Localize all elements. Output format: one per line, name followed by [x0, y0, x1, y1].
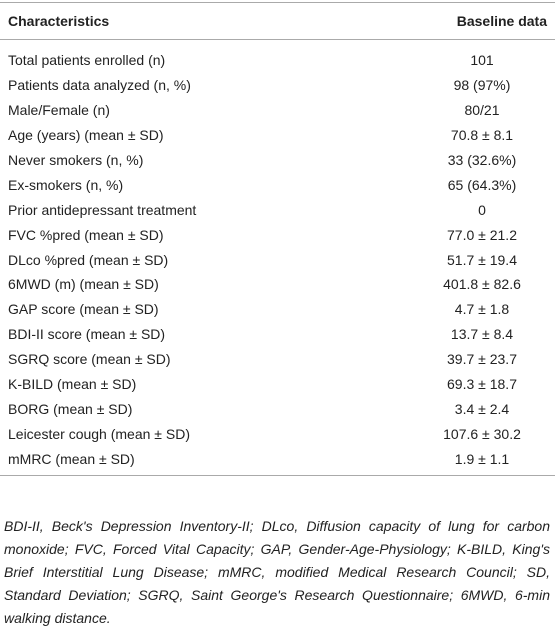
header-cell: Characteristics	[0, 2, 347, 40]
table-row: FVC %pred (mean ± SD) 77.0 ± 21.2	[0, 222, 555, 247]
header-row: Characteristics Baseline data	[0, 2, 555, 40]
table-row: BDI-II score (mean ± SD) 13.7 ± 8.4	[0, 322, 555, 347]
table-row: BORG (mean ± SD) 3.4 ± 2.4	[0, 396, 555, 421]
row-value: 39.7 ± 23.7	[447, 351, 517, 368]
row-value: 33 (32.6%)	[447, 152, 517, 168]
row-label: Total patients enrolled (n)	[8, 52, 166, 69]
row-label: Leicester cough (mean ± SD)	[8, 425, 190, 442]
table-row: Male/Female (n) 80/21	[0, 98, 555, 123]
row-value: 80/21	[464, 102, 500, 119]
row-value: 77.0 ± 21.2	[447, 226, 517, 243]
table-row: mMRC (mean ± SD) 1.9 ± 1.1	[0, 446, 555, 477]
table-row: Leicester cough (mean ± SD) 107.6 ± 30.2	[0, 421, 555, 446]
row-label: Age (years) (mean ± SD)	[8, 127, 164, 144]
table-row: Patients data analyzed (n, %) 98 (97%)	[0, 73, 555, 98]
row-value: 1.9 ± 1.1	[347, 446, 555, 477]
data-table: Characteristics Baseline data Total pati…	[0, 2, 555, 477]
table-row: Total patients enrolled (n) 101	[0, 40, 555, 73]
row-label: Male/Female (n)	[8, 102, 110, 119]
row-value: 101	[470, 52, 494, 69]
row-value: 107.6 ± 30.2	[443, 425, 521, 442]
row-label: Patients data analyzed (n, %)	[8, 77, 191, 94]
row-label: Ex-smokers (n, %)	[8, 176, 124, 193]
table-row: SGRQ score (mean ± SD) 39.7 ± 23.7	[0, 347, 555, 372]
row-value: 69.3 ± 18.7	[447, 376, 517, 393]
row-value: 70.8 ± 8.1	[450, 127, 514, 144]
row-value: 401.8 ± 82.6	[443, 276, 521, 293]
header-cell: Baseline data	[347, 2, 555, 40]
table-row: K-BILD (mean ± SD) 69.3 ± 18.7	[0, 372, 555, 397]
table-row: 6MWD (m) (mean ± SD) 401.8 ± 82.6	[0, 272, 555, 297]
footnote: BDI-II, Beck's Depression Inventory-II; …	[4, 518, 550, 626]
row-label: K-BILD (mean ± SD)	[8, 376, 137, 393]
row-value: 51.7 ± 19.4	[447, 251, 517, 268]
table-row: DLco %pred (mean ± SD) 51.7 ± 19.4	[0, 247, 555, 272]
row-value: 98 (97%)	[453, 77, 511, 94]
row-value: 65 (64.3%)	[447, 176, 517, 193]
row-label: BORG (mean ± SD)	[8, 400, 133, 417]
row-value: 3.4 ± 2.4	[454, 400, 510, 417]
row-label: DLco %pred (mean ± SD)	[8, 251, 169, 268]
row-label: 6MWD (m) (mean ± SD)	[8, 276, 159, 293]
row-value: 13.7 ± 8.4	[450, 326, 514, 343]
table-row: Prior antidepressant treatment 0	[0, 197, 555, 222]
table-row: Age (years) (mean ± SD) 70.8 ± 8.1	[0, 123, 555, 148]
row-label: Prior antidepressant treatment	[8, 201, 197, 218]
table-row: GAP score (mean ± SD) 4.7 ± 1.8	[0, 297, 555, 322]
table-body: Total patients enrolled (n) 101 Patients d…	[0, 40, 555, 477]
row-value: 4.7 ± 1.8	[454, 301, 510, 318]
row-value: 0	[478, 201, 486, 218]
row-label: GAP score (mean ± SD)	[8, 301, 159, 318]
row-label: SGRQ score (mean ± SD)	[8, 351, 171, 368]
row-label: Never smokers (n, %)	[8, 152, 144, 168]
row-label: FVC %pred (mean ± SD)	[8, 226, 164, 243]
row-label: mMRC (mean ± SD)	[0, 446, 347, 477]
table-row: Ex-smokers (n, %) 65 (64.3%)	[0, 172, 555, 197]
table-row: Never smokers (n, %) 33 (32.6%)	[0, 148, 555, 173]
row-label: BDI-II score (mean ± SD)	[8, 326, 166, 343]
